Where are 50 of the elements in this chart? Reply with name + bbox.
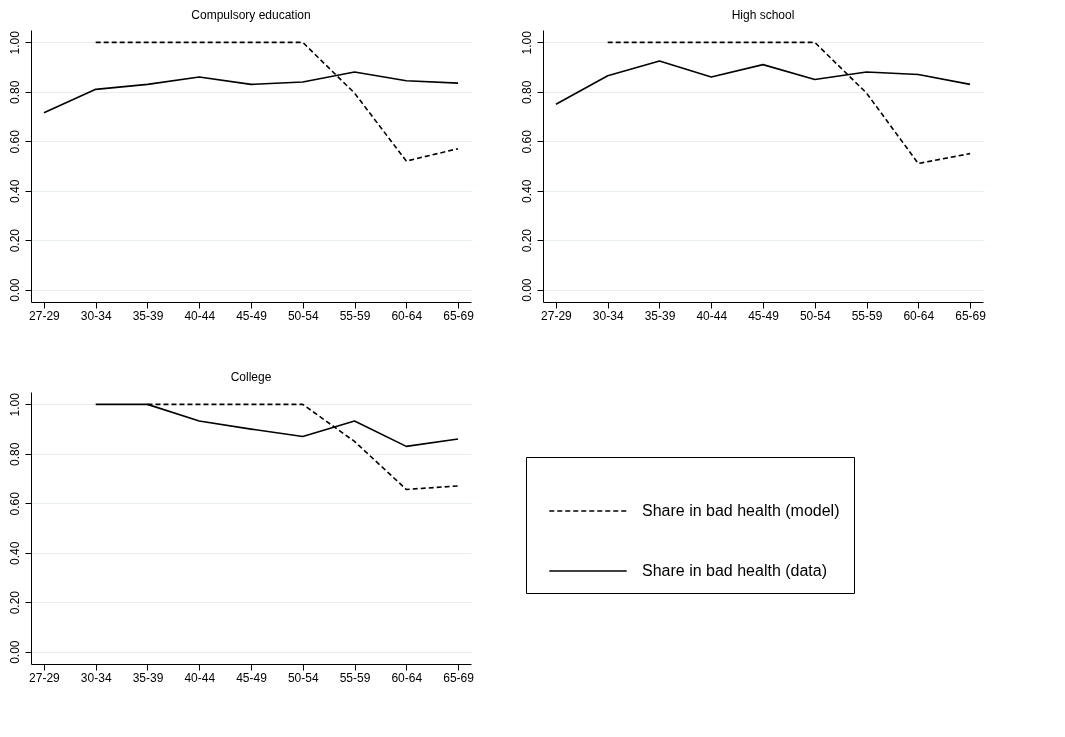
x-tick-label: 45-49 <box>236 670 268 685</box>
y-tick-label: 0.20 <box>519 228 534 253</box>
y-tick-label: 0.00 <box>7 278 22 302</box>
y-tick-label: 0.00 <box>7 640 22 664</box>
x-tick-label: 65-69 <box>443 308 475 323</box>
x-tick-label: 65-69 <box>955 308 987 323</box>
y-tick-label: 0.20 <box>7 590 22 615</box>
x-tick-label: 50-54 <box>799 308 831 323</box>
y-tick-label: 1.00 <box>7 30 22 55</box>
chart-title: College <box>230 370 272 384</box>
x-tick-label: 35-39 <box>132 308 164 323</box>
x-tick-label: 30-34 <box>80 670 112 685</box>
y-tick-label: 0.40 <box>7 179 22 203</box>
y-tick-label: 0.40 <box>519 179 534 203</box>
y-tick-label: 0.00 <box>519 278 534 302</box>
y-tick-label: 0.40 <box>7 541 22 565</box>
x-tick-label: 30-34 <box>592 308 624 323</box>
x-tick-label: 60-64 <box>391 670 423 685</box>
x-tick-label: 27-29 <box>29 308 61 323</box>
x-tick-label: 40-44 <box>696 308 728 323</box>
chart-title: Compulsory education <box>191 8 311 22</box>
y-tick-label: 1.00 <box>7 392 22 417</box>
x-tick-label: 60-64 <box>903 308 935 323</box>
x-tick-label: 27-29 <box>541 308 573 323</box>
x-tick-label: 55-59 <box>339 670 371 685</box>
y-tick-label: 0.60 <box>7 491 22 516</box>
x-tick-label: 50-54 <box>287 670 319 685</box>
y-tick-label: 0.20 <box>7 228 22 253</box>
chart-title: High school <box>731 8 795 22</box>
x-tick-label: 55-59 <box>851 308 883 323</box>
x-tick-label: 30-34 <box>80 308 112 323</box>
x-tick-label: 35-39 <box>644 308 676 323</box>
x-tick-label: 60-64 <box>391 308 423 323</box>
y-tick-label: 0.60 <box>519 129 534 154</box>
y-tick-label: 0.80 <box>7 442 22 466</box>
x-tick-label: 55-59 <box>339 308 371 323</box>
x-tick-label: 45-49 <box>236 308 268 323</box>
x-tick-label: 50-54 <box>287 308 319 323</box>
x-tick-label: 65-69 <box>443 670 475 685</box>
y-tick-label: 0.80 <box>519 80 534 104</box>
x-tick-label: 35-39 <box>132 670 164 685</box>
x-tick-label: 40-44 <box>184 670 216 685</box>
y-tick-label: 1.00 <box>519 30 534 55</box>
x-tick-label: 45-49 <box>748 308 780 323</box>
x-tick-label: 40-44 <box>184 308 216 323</box>
legend-label: Share in bad health (data) <box>642 562 828 579</box>
y-tick-label: 0.80 <box>7 80 22 104</box>
x-tick-label: 27-29 <box>29 670 61 685</box>
legend-label: Share in bad health (model) <box>642 502 840 519</box>
y-tick-label: 0.60 <box>7 129 22 154</box>
